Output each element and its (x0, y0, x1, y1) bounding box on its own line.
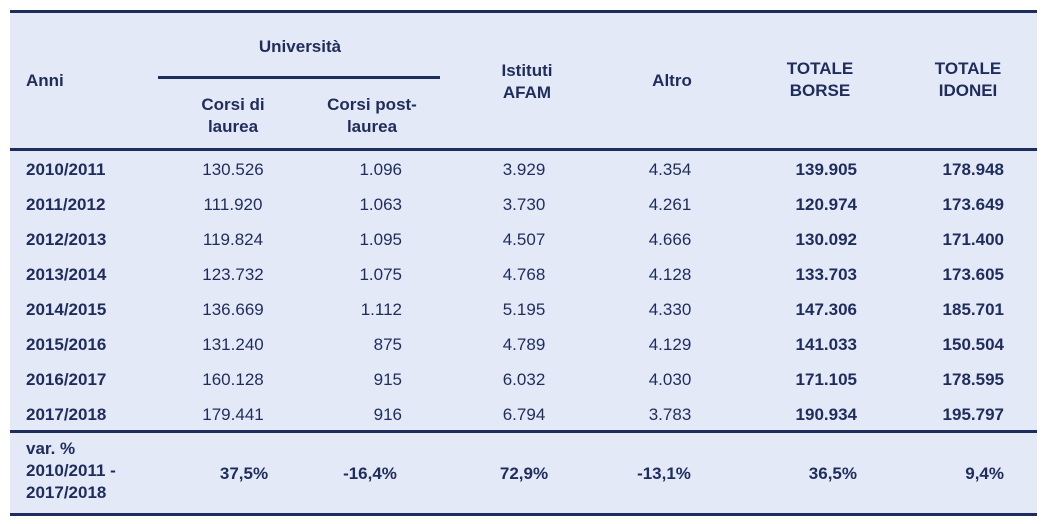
bottom-rule (10, 513, 1037, 516)
row-totale-borse: 133.703 (795, 265, 857, 284)
row-afam: 4.789 (502, 335, 546, 354)
row-corsi-post: 1.112 (360, 300, 402, 319)
row-anno: 2012/2013 (26, 230, 107, 249)
row-totale-idonei: 173.605 (942, 265, 1004, 284)
var-totale-idonei: 9,4% (965, 464, 1004, 483)
row-anno: 2014/2015 (26, 300, 107, 319)
var-label: var. % 2010/2011 - 2017/2018 (26, 439, 116, 502)
row-totale-idonei: 171.400 (942, 230, 1004, 249)
header-totale-borse: TOTALE BORSE (786, 59, 854, 100)
var-altro: -13,1% (637, 464, 691, 483)
var-afam: 72,9% (499, 464, 549, 483)
universita-underline (158, 76, 440, 79)
row-altro: 4.666 (648, 230, 692, 249)
header-bottom-rule (10, 148, 1037, 151)
row-corsi-post: 916 (373, 405, 402, 424)
row-totale-borse: 120.974 (795, 195, 857, 214)
header-corsi-laurea: Corsi di laurea (201, 95, 265, 136)
row-corsi-laurea: 111.920 (203, 195, 263, 214)
row-altro: 4.261 (648, 195, 692, 214)
row-anno: 2017/2018 (26, 405, 107, 424)
header-totale-idonei: TOTALE IDONEI (934, 59, 1002, 100)
header-anni: Anni (26, 71, 64, 90)
row-altro: 4.128 (648, 265, 692, 284)
row-corsi-laurea: 131.240 (202, 335, 264, 354)
row-anno: 2016/2017 (26, 370, 107, 389)
row-anno: 2015/2016 (26, 335, 107, 354)
row-corsi-laurea: 179.441 (202, 405, 264, 424)
row-totale-idonei: 150.504 (942, 335, 1004, 354)
row-corsi-post: 1.096 (359, 160, 402, 179)
var-corsi-laurea: 37,5% (219, 464, 269, 483)
header-istituti-afam: Istituti AFAM (501, 61, 553, 102)
row-altro: 4.330 (648, 300, 692, 319)
row-corsi-laurea: 136.669 (202, 300, 264, 319)
row-totale-borse: 141.033 (795, 335, 857, 354)
header-universita: Università (258, 37, 342, 56)
row-totale-borse: 190.934 (795, 405, 857, 424)
var-corsi-post: -16,4% (343, 464, 397, 483)
row-corsi-post: 915 (373, 370, 402, 389)
var-totale-borse: 36,5% (808, 464, 857, 483)
row-afam: 6.794 (502, 405, 546, 424)
row-totale-idonei: 195.797 (942, 405, 1004, 424)
row-totale-idonei: 173.649 (942, 195, 1004, 214)
row-totale-idonei: 185.701 (942, 300, 1004, 319)
row-corsi-post: 1.075 (359, 265, 402, 284)
row-altro: 3.783 (648, 405, 692, 424)
row-afam: 3.730 (502, 195, 546, 214)
header-altro: Altro (652, 71, 692, 90)
row-anno: 2010/2011 (26, 160, 106, 179)
row-totale-idonei: 178.948 (942, 160, 1004, 179)
row-corsi-laurea: 130.526 (202, 160, 264, 179)
row-totale-borse: 139.905 (795, 160, 857, 179)
row-corsi-laurea: 160.128 (202, 370, 264, 389)
var-separator-rule (10, 430, 1037, 433)
row-altro: 4.354 (648, 160, 692, 179)
row-anno: 2011/2012 (26, 195, 106, 214)
row-corsi-laurea: 123.732 (202, 265, 264, 284)
row-afam: 4.768 (502, 265, 546, 284)
row-corsi-laurea: 119.824 (202, 230, 264, 249)
row-afam: 3.929 (502, 160, 546, 179)
row-corsi-post: 1.095 (359, 230, 402, 249)
row-totale-borse: 147.306 (795, 300, 857, 319)
row-corsi-post: 1.063 (359, 195, 402, 214)
row-totale-borse: 171.105 (795, 370, 857, 389)
row-altro: 4.129 (648, 335, 692, 354)
row-altro: 4.030 (648, 370, 692, 389)
row-totale-borse: 130.092 (795, 230, 857, 249)
header-corsi-post-laurea: Corsi post-laurea (327, 95, 417, 136)
row-afam: 6.032 (502, 370, 546, 389)
row-anno: 2013/2014 (26, 265, 107, 284)
row-afam: 4.507 (502, 230, 546, 249)
top-rule (10, 10, 1037, 13)
row-afam: 5.195 (502, 300, 546, 319)
row-totale-idonei: 178.595 (942, 370, 1004, 389)
row-corsi-post: 875 (373, 335, 402, 354)
